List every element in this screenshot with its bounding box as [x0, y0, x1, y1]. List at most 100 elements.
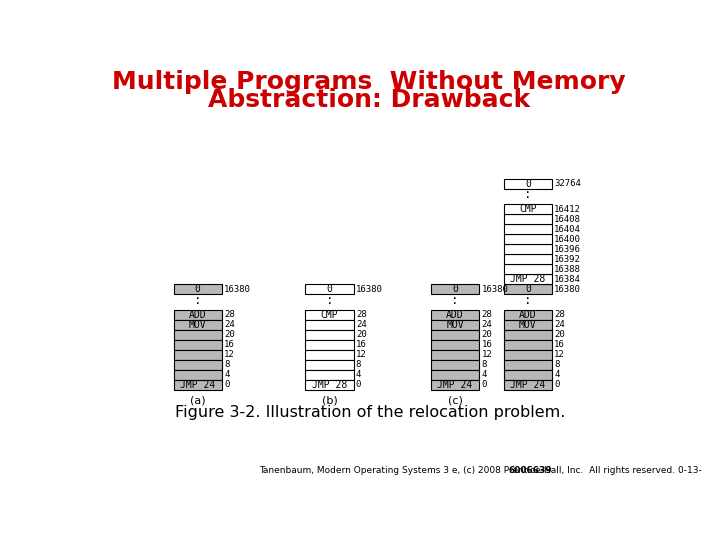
Bar	[504, 340, 552, 350]
Text: JMP 24: JMP 24	[180, 380, 215, 390]
Text: 12: 12	[482, 350, 492, 359]
Text: Abstraction: Drawback: Abstraction: Drawback	[208, 88, 530, 112]
Text: 28: 28	[356, 310, 366, 319]
Text: 6006639: 6006639	[508, 466, 552, 475]
Text: 16408: 16408	[554, 215, 581, 224]
Bar	[504, 204, 552, 214]
Bar	[305, 360, 354, 370]
Bar	[431, 350, 479, 360]
Bar	[431, 380, 479, 390]
Text: ADD: ADD	[446, 309, 464, 320]
Text: Tanenbaum, Modern Operating Systems 3 e, (c) 2008 Prentice-Hall, Inc.  All right: Tanenbaum, Modern Operating Systems 3 e,…	[259, 466, 702, 475]
Text: 8: 8	[554, 360, 559, 369]
Text: 16380: 16380	[224, 285, 251, 294]
Text: 8: 8	[482, 360, 487, 369]
Text: 4: 4	[224, 370, 230, 379]
Bar	[174, 350, 222, 360]
Text: 0: 0	[482, 380, 487, 389]
Bar	[504, 309, 552, 320]
Text: 16412: 16412	[554, 205, 581, 214]
Text: 8: 8	[356, 360, 361, 369]
Text: 16: 16	[356, 340, 366, 349]
Bar	[504, 320, 552, 330]
Text: 12: 12	[554, 350, 565, 359]
Text: 16: 16	[554, 340, 565, 349]
Text: 32764: 32764	[554, 179, 581, 188]
Text: 28: 28	[482, 310, 492, 319]
Text: 20: 20	[224, 330, 235, 339]
Bar	[431, 330, 479, 340]
Text: 16404: 16404	[554, 225, 581, 234]
Text: 28: 28	[224, 310, 235, 319]
Bar	[305, 330, 354, 340]
Text: (b): (b)	[322, 395, 338, 406]
Text: 0: 0	[452, 284, 458, 294]
Text: 4: 4	[356, 370, 361, 379]
Text: 16: 16	[224, 340, 235, 349]
Bar	[504, 214, 552, 224]
Text: CMP: CMP	[519, 204, 536, 214]
Bar	[431, 284, 479, 294]
Text: 4: 4	[482, 370, 487, 379]
Text: 16400: 16400	[554, 235, 581, 244]
Text: :: :	[524, 188, 531, 201]
Text: 16384: 16384	[554, 275, 581, 284]
Text: 16380: 16380	[482, 285, 508, 294]
Bar	[504, 350, 552, 360]
Text: 20: 20	[482, 330, 492, 339]
Bar	[431, 309, 479, 320]
Text: (c): (c)	[448, 395, 462, 406]
Bar	[174, 360, 222, 370]
Bar	[174, 380, 222, 390]
Text: 24: 24	[554, 320, 565, 329]
Text: Multiple Programs  Without Memory: Multiple Programs Without Memory	[112, 70, 626, 94]
Bar	[305, 284, 354, 294]
Text: 16: 16	[482, 340, 492, 349]
Bar	[504, 224, 552, 234]
Text: (a): (a)	[190, 395, 205, 406]
Bar	[174, 330, 222, 340]
Bar	[504, 244, 552, 254]
Text: 28: 28	[554, 310, 565, 319]
Bar	[174, 320, 222, 330]
Bar	[305, 320, 354, 330]
Text: 16392: 16392	[554, 255, 581, 264]
Text: :: :	[451, 294, 459, 307]
Text: ADD: ADD	[189, 309, 207, 320]
Bar	[431, 370, 479, 380]
Bar	[305, 380, 354, 390]
Text: MOV: MOV	[446, 320, 464, 330]
Bar	[431, 340, 479, 350]
Text: 0: 0	[525, 179, 531, 189]
Text: 24: 24	[482, 320, 492, 329]
Text: JMP 28: JMP 28	[510, 274, 546, 284]
Bar	[504, 264, 552, 274]
Bar	[305, 340, 354, 350]
Bar	[305, 309, 354, 320]
Text: 16380: 16380	[554, 285, 581, 294]
Bar	[504, 284, 552, 294]
Bar	[504, 370, 552, 380]
Bar	[431, 320, 479, 330]
Text: 0: 0	[224, 380, 230, 389]
Bar	[504, 254, 552, 264]
Bar	[504, 330, 552, 340]
Bar	[504, 380, 552, 390]
Bar	[174, 284, 222, 294]
Bar	[431, 360, 479, 370]
Text: ADD: ADD	[519, 309, 536, 320]
Bar	[504, 274, 552, 284]
Bar	[174, 370, 222, 380]
Text: JMP 24: JMP 24	[438, 380, 472, 390]
Text: MOV: MOV	[189, 320, 207, 330]
Bar	[504, 234, 552, 244]
Text: 20: 20	[356, 330, 366, 339]
Text: 0: 0	[327, 284, 333, 294]
Text: CMP: CMP	[320, 309, 338, 320]
Text: JMP 28: JMP 28	[312, 380, 347, 390]
Text: 12: 12	[356, 350, 366, 359]
Text: 24: 24	[356, 320, 366, 329]
Text: 16396: 16396	[554, 245, 581, 254]
Text: 12: 12	[224, 350, 235, 359]
Text: :: :	[194, 294, 202, 307]
